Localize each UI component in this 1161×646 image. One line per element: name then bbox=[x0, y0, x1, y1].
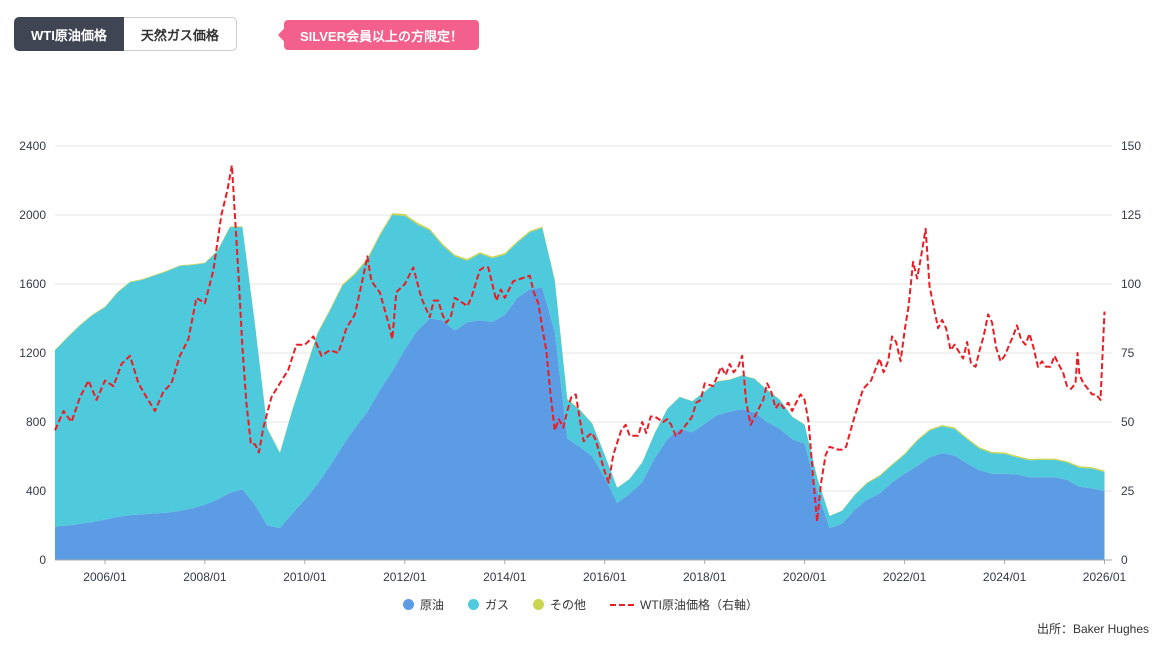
legend-gas-label: ガス bbox=[484, 598, 509, 612]
axes: 0 400 800 1200 1600 2000 2400 0 25 50 75 100 125 150 2… bbox=[19, 139, 1141, 584]
silver-member-badge-label: SILVER会員以上の方限定！ bbox=[300, 28, 463, 44]
svg-text:0: 0 bbox=[39, 553, 46, 567]
svg-text:2000: 2000 bbox=[19, 208, 46, 222]
legend-item-wti[interactable]: WTI原油価格（右軸） bbox=[610, 596, 758, 613]
tab-wti-oil-price[interactable]: WTI原油価格 bbox=[14, 17, 124, 51]
svg-text:2022/01: 2022/01 bbox=[883, 570, 927, 584]
svg-text:2016/01: 2016/01 bbox=[583, 570, 627, 584]
svg-text:2400: 2400 bbox=[19, 139, 46, 153]
svg-text:100: 100 bbox=[1121, 277, 1141, 291]
wti-dashed-line-icon bbox=[610, 603, 635, 606]
svg-text:25: 25 bbox=[1121, 484, 1135, 498]
svg-text:2006/01: 2006/01 bbox=[83, 570, 127, 584]
legend-oil-label: 原油 bbox=[419, 598, 444, 612]
legend-other-label: その他 bbox=[550, 598, 587, 612]
other-series-dot-icon bbox=[533, 599, 544, 610]
chart-legend: 原油 ガス その他 WTI原油価格（右軸） bbox=[0, 596, 1161, 613]
legend-item-oil[interactable]: 原油 bbox=[402, 596, 444, 613]
svg-text:2008/01: 2008/01 bbox=[183, 570, 227, 584]
tab-wti-oil-price-label: WTI原油価格 bbox=[31, 27, 107, 43]
tab-natural-gas-price[interactable]: 天然ガス価格 bbox=[123, 17, 237, 51]
svg-text:2020/01: 2020/01 bbox=[783, 570, 827, 584]
svg-text:2026/01: 2026/01 bbox=[1083, 570, 1127, 584]
legend-wti-label: WTI原油価格（右軸） bbox=[640, 598, 759, 612]
svg-text:50: 50 bbox=[1121, 415, 1135, 429]
stacked-areas bbox=[55, 213, 1105, 560]
svg-text:2024/01: 2024/01 bbox=[983, 570, 1027, 584]
oil-series-dot-icon bbox=[402, 599, 414, 610]
svg-text:1200: 1200 bbox=[19, 346, 46, 360]
svg-text:0: 0 bbox=[1121, 553, 1128, 567]
gas-series-dot-icon bbox=[467, 599, 479, 610]
area-series-1 bbox=[55, 215, 1105, 529]
wti-price-line bbox=[54, 164, 1106, 523]
svg-text:2010/01: 2010/01 bbox=[283, 570, 327, 584]
chart-tabs: WTI原油価格 天然ガス価格 bbox=[14, 17, 237, 51]
svg-text:2018/01: 2018/01 bbox=[683, 570, 727, 584]
source-note: 出所：Baker Hughes bbox=[1036, 622, 1149, 636]
silver-member-badge: SILVER会員以上の方限定！ bbox=[284, 20, 479, 50]
svg-text:800: 800 bbox=[26, 415, 46, 429]
svg-text:125: 125 bbox=[1121, 208, 1141, 222]
svg-text:1600: 1600 bbox=[19, 277, 46, 291]
svg-text:150: 150 bbox=[1121, 139, 1141, 153]
legend-item-gas[interactable]: ガス bbox=[467, 596, 509, 613]
svg-text:2012/01: 2012/01 bbox=[383, 570, 427, 584]
tab-natural-gas-price-label: 天然ガス価格 bbox=[140, 27, 219, 43]
svg-text:400: 400 bbox=[26, 484, 46, 498]
svg-text:2014/01: 2014/01 bbox=[483, 570, 527, 584]
area-series-0 bbox=[55, 287, 1105, 560]
legend-item-other[interactable]: その他 bbox=[533, 596, 586, 613]
svg-text:75: 75 bbox=[1121, 346, 1135, 360]
